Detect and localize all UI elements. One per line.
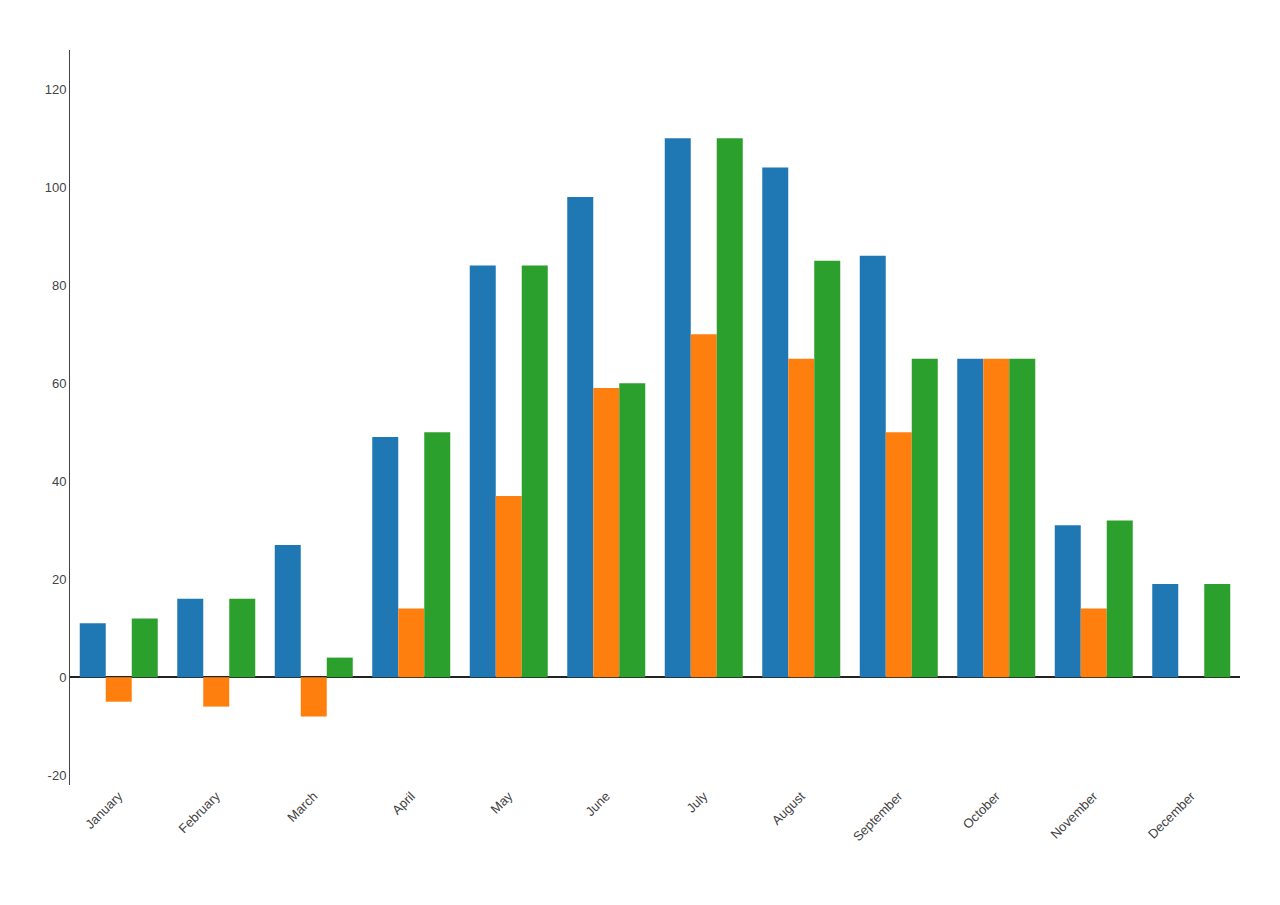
svg-text:September: September <box>850 788 906 844</box>
svg-text:December: December <box>1145 788 1198 841</box>
svg-text:120: 120 <box>45 82 67 97</box>
svg-text:0: 0 <box>59 670 66 685</box>
svg-text:100: 100 <box>45 180 67 195</box>
svg-text:October: October <box>960 788 1004 832</box>
svg-text:June: June <box>582 789 613 820</box>
svg-text:60: 60 <box>52 376 66 391</box>
svg-text:80: 80 <box>52 278 66 293</box>
svg-text:20: 20 <box>52 572 66 587</box>
svg-text:February: February <box>176 788 224 836</box>
svg-text:40: 40 <box>52 474 66 489</box>
svg-text:January: January <box>82 788 126 832</box>
svg-text:March: March <box>284 789 320 825</box>
svg-text:April: April <box>389 789 418 818</box>
svg-text:May: May <box>487 788 515 816</box>
svg-text:November: November <box>1047 788 1100 841</box>
svg-text:-20: -20 <box>48 768 67 783</box>
svg-text:August: August <box>769 788 808 827</box>
svg-text:July: July <box>684 788 711 815</box>
